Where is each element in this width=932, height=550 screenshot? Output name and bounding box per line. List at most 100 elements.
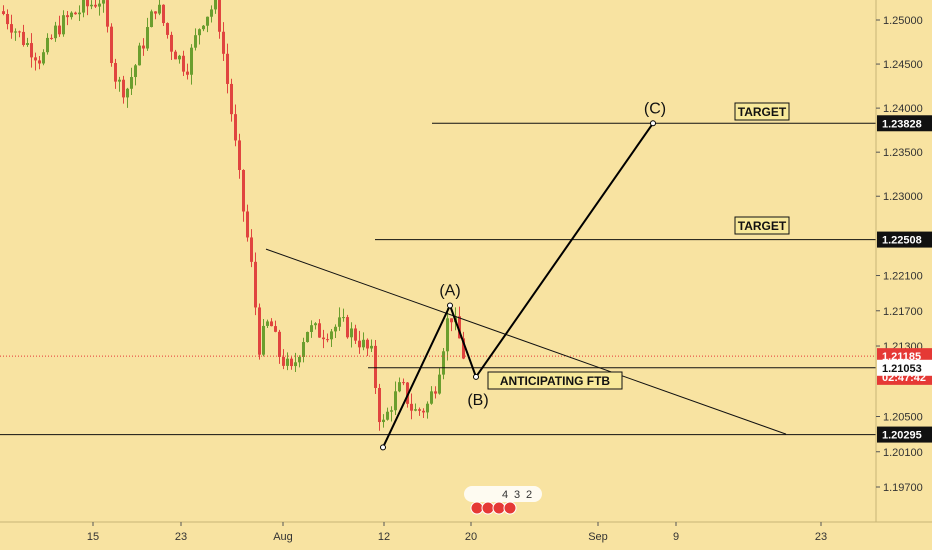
candle-body (430, 391, 433, 404)
candle-body (302, 342, 305, 357)
candle-body (190, 47, 193, 75)
candle-body (446, 318, 449, 352)
y-tick-label: 1.24500 (883, 59, 923, 71)
wave-point[interactable] (447, 302, 453, 309)
candle-body (90, 4, 93, 7)
candle-body (366, 339, 369, 349)
y-tick-label: 1.23500 (883, 147, 923, 159)
candle-body (174, 51, 177, 60)
candle-body (158, 4, 161, 14)
y-tick-label: 1.20100 (883, 447, 923, 459)
y-tick-label: 1.22100 (883, 271, 923, 283)
level-label-box (487, 371, 623, 390)
level-label: TARGET (738, 105, 787, 119)
y-tick-label: 1.19700 (883, 482, 923, 494)
x-tick-label: 12 (378, 531, 390, 543)
candle-body (330, 331, 333, 340)
price-tag[interactable] (877, 115, 932, 132)
y-tick-label: 1.25000 (883, 15, 923, 27)
candle-body (442, 351, 445, 375)
price-tag[interactable] (877, 359, 932, 376)
candle-body (342, 317, 345, 319)
candle-body (450, 318, 453, 323)
candle-body (418, 409, 421, 411)
candle-body (82, 0, 85, 13)
candle-body (22, 31, 25, 45)
candle-body (42, 52, 45, 64)
candle-body (378, 387, 381, 423)
candle-body (370, 345, 373, 349)
flag-icon (492, 501, 506, 515)
candle-body (10, 24, 13, 33)
wave-path (382, 122, 654, 448)
level-label-box (734, 102, 790, 121)
candle-body (426, 403, 429, 413)
candle-body (94, 4, 97, 7)
candle-body (214, 0, 217, 10)
drawings-group: (A) (B) (C) TARGET TARGET ANTICIPATING FTB 4 3 2 (0, 100, 876, 515)
candle-body (162, 4, 165, 24)
candle-body (286, 358, 289, 366)
level-label: TARGET (738, 219, 787, 233)
candle-body (306, 331, 309, 343)
wave-point[interactable] (650, 120, 656, 127)
candle-body (134, 65, 137, 78)
candle-body (242, 169, 245, 212)
level-label: ANTICIPATING FTB (500, 374, 611, 388)
candle-body (166, 23, 169, 35)
candle-body (414, 409, 417, 411)
price-tag[interactable] (877, 426, 932, 443)
trendline (265, 248, 787, 435)
price-tag-label: 1.20295 (882, 430, 922, 442)
candle-body (310, 325, 313, 332)
candles-group (2, 0, 465, 431)
wave-point[interactable] (473, 373, 479, 380)
candle-body (154, 11, 157, 14)
candle-body (122, 79, 125, 98)
indicator-badge[interactable] (464, 486, 542, 502)
candle-body (210, 9, 213, 17)
candle-body (138, 45, 141, 66)
badge-number: 3 (514, 489, 520, 501)
x-tick-label: Aug (273, 531, 293, 543)
candle-body (234, 114, 237, 141)
candle-body (326, 339, 329, 341)
candle-body (34, 57, 37, 61)
time-axis[interactable]: 15 23 Aug 12 20 Sep 9 23 (0, 521, 932, 543)
candle-body (58, 25, 61, 35)
candle-body (226, 53, 229, 84)
candle-body (410, 403, 413, 411)
candle-body (86, 0, 89, 7)
candle-body (26, 43, 29, 45)
price-tag-label: 1.22508 (882, 235, 922, 247)
candle-body (402, 382, 405, 384)
y-tick-label: 1.21700 (883, 306, 923, 318)
flag-icon (481, 501, 495, 515)
candle-body (346, 317, 349, 338)
candle-body (258, 307, 261, 355)
candle-body (150, 11, 153, 28)
candle-body (398, 382, 401, 392)
x-tick-label: 23 (175, 531, 187, 543)
price-tag[interactable] (877, 231, 932, 248)
level-label-box (734, 216, 790, 235)
candle-body (262, 325, 265, 355)
candle-body (274, 326, 277, 332)
price-axis[interactable]: 1.25000 1.24500 1.24000 1.23500 1.23000 1.221… (875, 0, 932, 522)
badge-number: 4 (502, 489, 508, 501)
candle-body (334, 326, 337, 332)
candle-body (170, 34, 173, 52)
candle-body (18, 31, 21, 33)
candle-body (438, 374, 441, 394)
candle-body (382, 419, 385, 423)
candle-body (194, 35, 197, 48)
x-tick-label: 20 (465, 531, 477, 543)
candle-body (50, 37, 53, 39)
candle-body (126, 88, 129, 98)
candle-body (38, 60, 41, 64)
price-tag-label: 1.23828 (882, 118, 922, 130)
wave-point[interactable] (380, 444, 386, 451)
candle-body (6, 14, 9, 25)
